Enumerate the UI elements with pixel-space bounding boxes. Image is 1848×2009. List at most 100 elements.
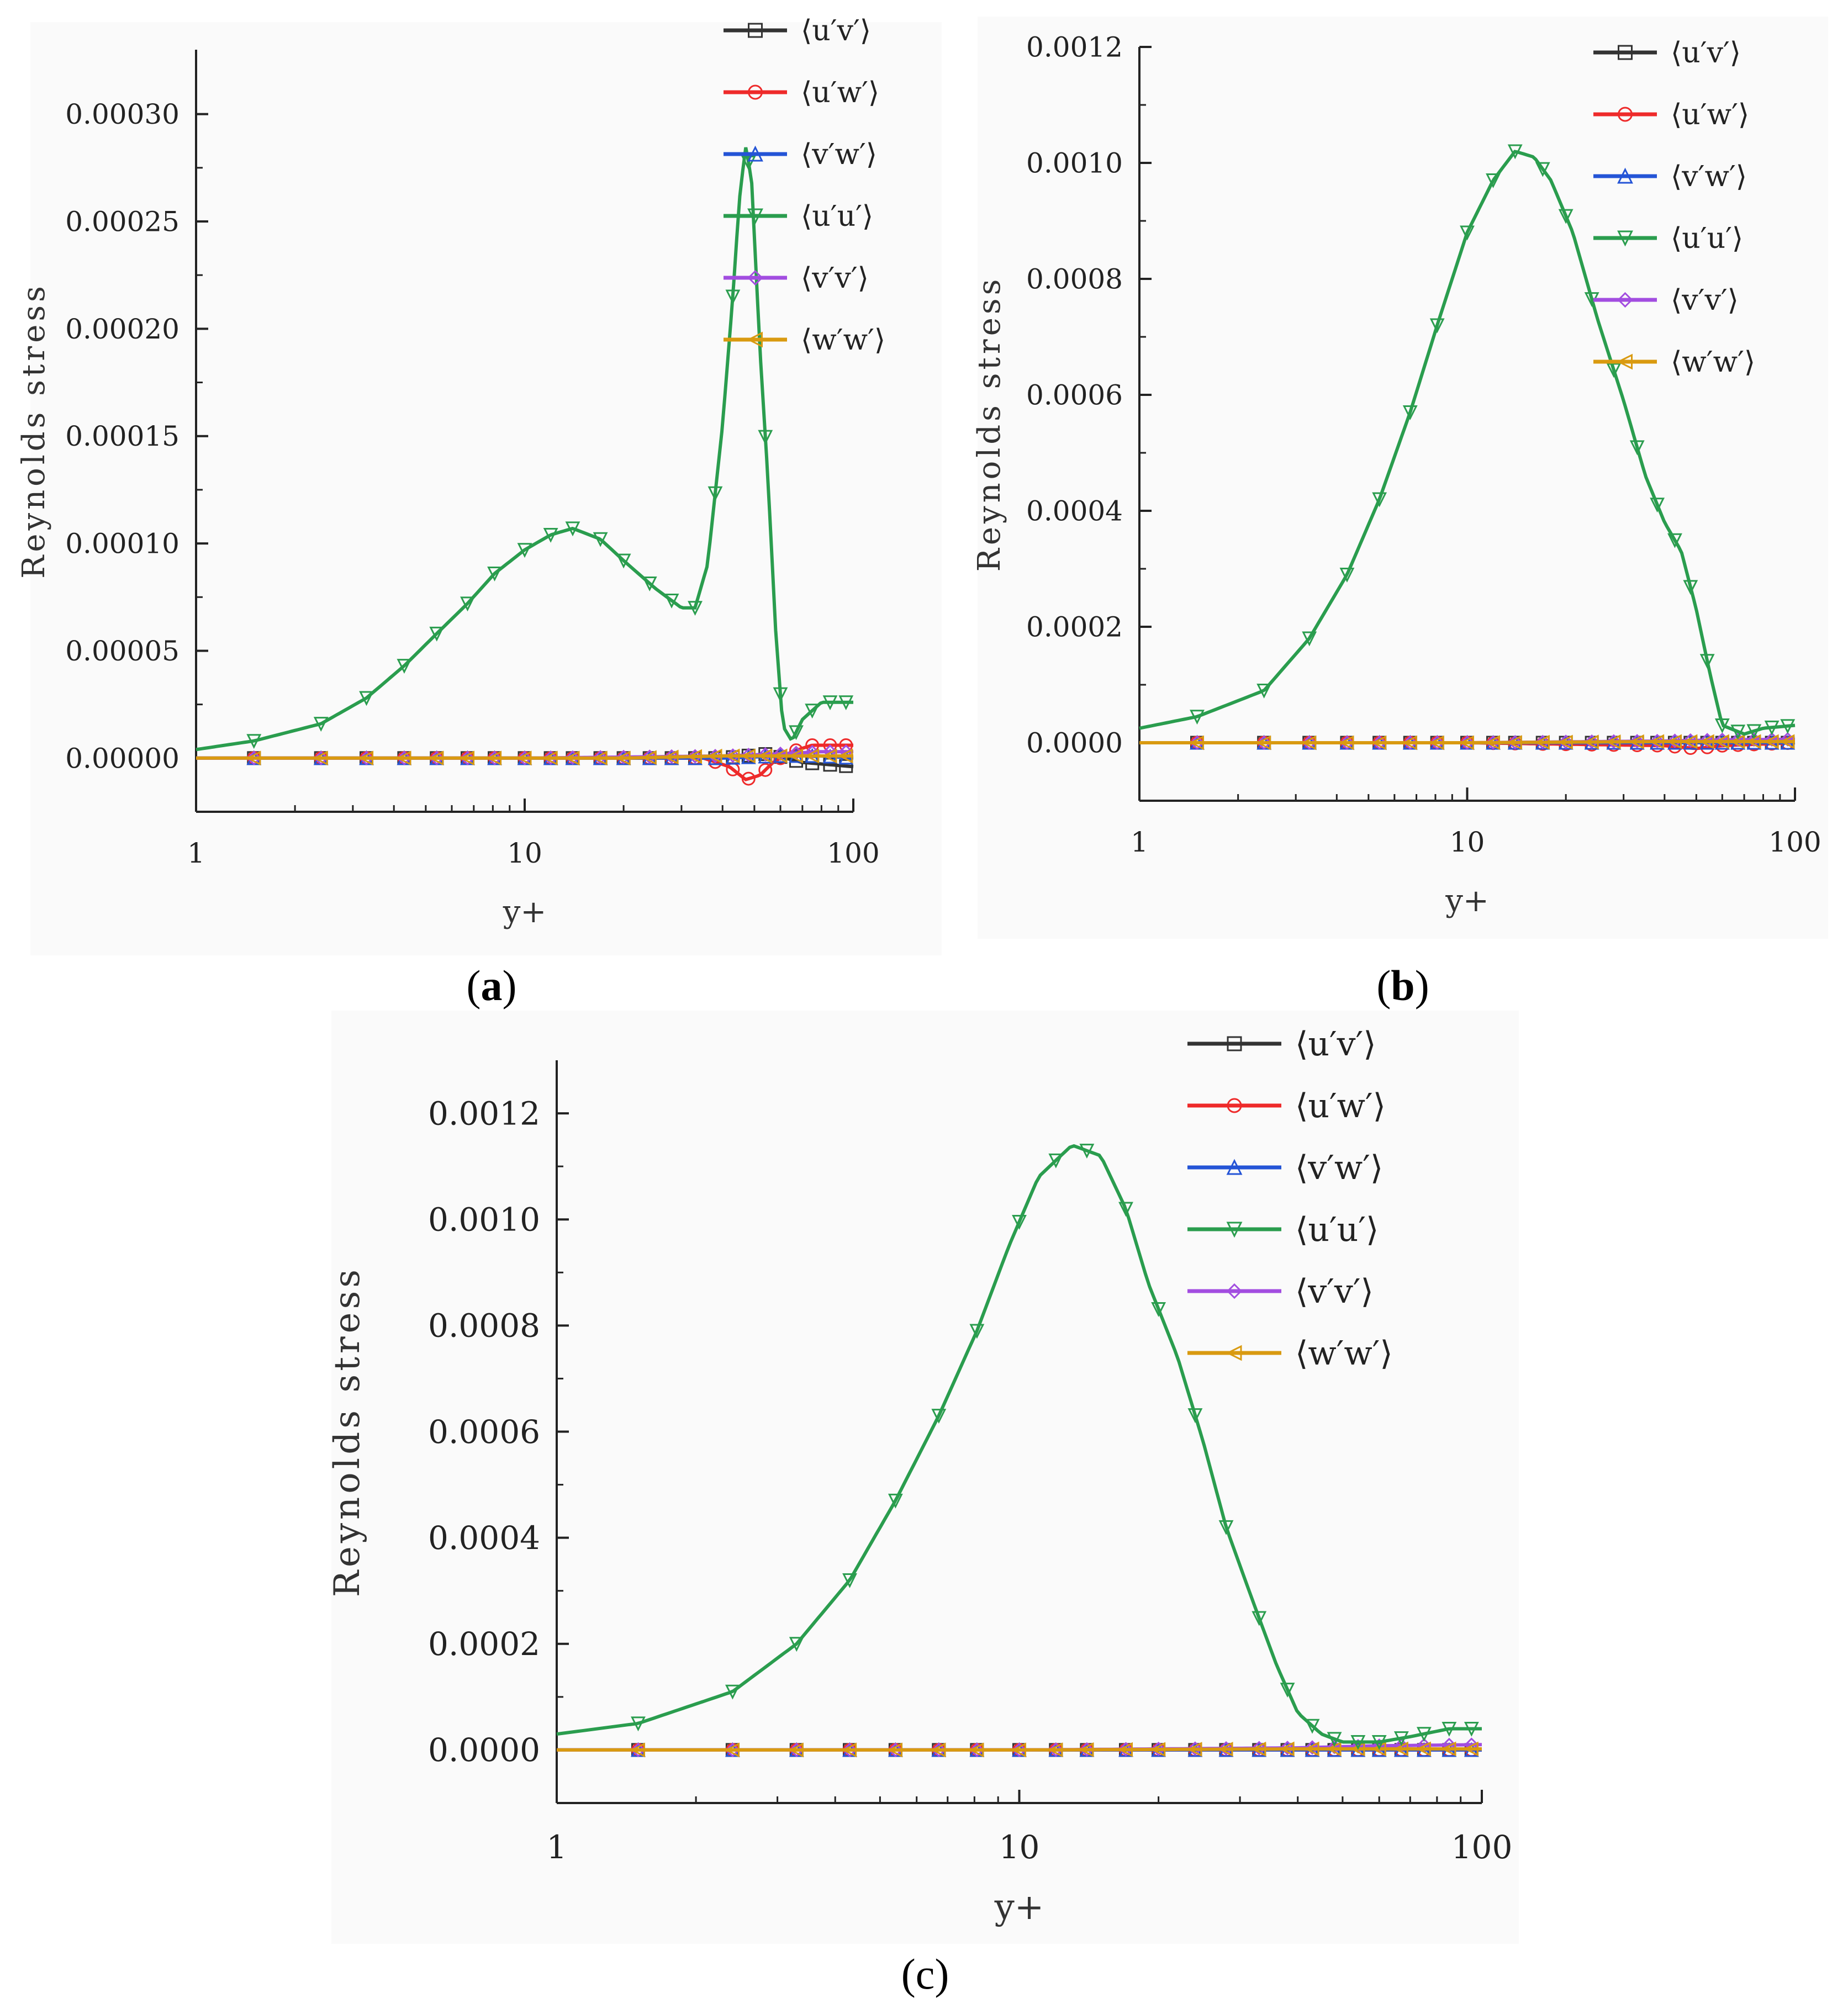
legend-entry-uw: ⟨u′w′⟩ bbox=[1187, 1087, 1386, 1125]
data-point-uu bbox=[1764, 720, 1780, 736]
legend-entry-ww: ⟨w′w′⟩ bbox=[724, 324, 885, 357]
data-point-ww bbox=[641, 750, 657, 765]
x-tick-label: 10 bbox=[507, 837, 542, 869]
data-point-ww bbox=[707, 748, 722, 764]
data-point-ww bbox=[931, 1742, 946, 1758]
data-point-ww bbox=[1463, 1741, 1479, 1757]
legend-entry-ww: ⟨w′w′⟩ bbox=[1593, 346, 1755, 379]
data-point-vv bbox=[642, 749, 657, 764]
y-tick-label: 0.0008 bbox=[1026, 263, 1123, 295]
data-point-uu bbox=[1187, 1408, 1203, 1423]
legend-label-vw: ⟨v′w′⟩ bbox=[1295, 1149, 1383, 1187]
legend-label-uu: ⟨u′u′⟩ bbox=[1671, 222, 1743, 255]
legend-marker-ww bbox=[747, 331, 763, 348]
legend-label-vv: ⟨v′v′⟩ bbox=[1671, 284, 1739, 317]
data-point-ww bbox=[1189, 735, 1205, 750]
data-point-uu bbox=[642, 576, 657, 591]
data-point-ww bbox=[969, 1742, 984, 1758]
data-point-vv bbox=[1187, 1741, 1203, 1756]
data-point-uw bbox=[758, 763, 773, 777]
legend-label-uu: ⟨u′u′⟩ bbox=[1295, 1210, 1379, 1249]
legend-marker-vw bbox=[747, 145, 763, 162]
data-point-vv bbox=[1650, 733, 1665, 749]
legend-entry-uw: ⟨u′w′⟩ bbox=[724, 76, 879, 109]
data-point-vv bbox=[1667, 733, 1682, 748]
data-point-ww bbox=[246, 750, 261, 766]
y-axis-label: Reynolds stress bbox=[16, 283, 52, 579]
data-point-ww bbox=[804, 748, 820, 764]
data-point-uu bbox=[1429, 318, 1445, 334]
data-point-uu bbox=[707, 486, 723, 501]
data-point-uu bbox=[1218, 1520, 1234, 1535]
y-tick-label: 0.0002 bbox=[428, 1625, 540, 1663]
legend-label-uv: ⟨u′v′⟩ bbox=[1295, 1025, 1376, 1064]
data-point-vv bbox=[1151, 1741, 1166, 1757]
legend-label-uv: ⟨u′v′⟩ bbox=[801, 14, 871, 47]
data-point-uu bbox=[593, 532, 608, 547]
data-point-ww bbox=[1256, 735, 1271, 750]
data-point-uu bbox=[460, 596, 475, 612]
legend-label-uu: ⟨u′u′⟩ bbox=[801, 200, 873, 233]
data-point-ww bbox=[740, 748, 756, 764]
data-point-vv bbox=[616, 749, 631, 764]
panel-b-background bbox=[978, 17, 1828, 939]
data-point-vv bbox=[1730, 732, 1745, 747]
data-point-ww bbox=[1583, 734, 1599, 750]
data-point-uu bbox=[1442, 1722, 1457, 1737]
y-tick-label: 0.0006 bbox=[1026, 379, 1123, 411]
legend-entry-uv: ⟨u′v′⟩ bbox=[1187, 1025, 1376, 1064]
legend-entry-uv: ⟨u′v′⟩ bbox=[724, 14, 871, 47]
data-point-ww bbox=[564, 750, 580, 766]
x-tick-label: 1 bbox=[187, 837, 205, 869]
data-point-vv bbox=[838, 744, 853, 759]
data-point-vv bbox=[487, 750, 502, 765]
series-ww bbox=[557, 1741, 1482, 1758]
data-point-vv bbox=[725, 748, 741, 763]
data-point-vv bbox=[314, 750, 329, 765]
y-tick-label: 0.0000 bbox=[1026, 727, 1123, 759]
y-axis-label: Reynolds stress bbox=[971, 276, 1007, 572]
y-tick-label: 0.0012 bbox=[1026, 31, 1123, 64]
panel-c-background bbox=[331, 1011, 1519, 1944]
data-point-uu bbox=[1629, 440, 1645, 456]
data-point-uu bbox=[313, 717, 329, 732]
series-ww bbox=[196, 748, 853, 766]
data-point-uu bbox=[1339, 568, 1355, 583]
data-point-ww bbox=[1649, 734, 1665, 749]
legend-marker-vw bbox=[1226, 1159, 1243, 1175]
caption-c: (c) bbox=[901, 1950, 949, 1998]
data-point-uu bbox=[842, 1573, 857, 1588]
data-point-vv bbox=[1190, 735, 1205, 750]
data-point-uu bbox=[725, 1684, 740, 1700]
data-point-vv bbox=[1585, 734, 1599, 749]
data-point-uu bbox=[888, 1493, 903, 1509]
data-point-uu bbox=[1402, 405, 1418, 420]
y-tick-label: 0.00030 bbox=[65, 98, 179, 130]
data-point-uu bbox=[1151, 1302, 1166, 1317]
y-tick-label: 0.00010 bbox=[65, 528, 179, 560]
legend-entry-vv: ⟨v′v′⟩ bbox=[1593, 284, 1739, 317]
data-point-uu bbox=[487, 567, 502, 581]
caption-a-letter: a bbox=[481, 961, 503, 1009]
y-tick-label: 0.0010 bbox=[1026, 147, 1123, 179]
series-line-uu bbox=[196, 147, 853, 752]
data-point-ww bbox=[788, 1742, 804, 1758]
data-point-uu bbox=[1393, 1731, 1409, 1746]
data-point-uu bbox=[773, 687, 788, 702]
data-point-vv bbox=[631, 1742, 646, 1758]
legend-label-uw: ⟨u′w′⟩ bbox=[1295, 1087, 1386, 1125]
data-point-ww bbox=[1429, 735, 1444, 750]
data-point-vv bbox=[1746, 732, 1761, 747]
data-point-uu bbox=[664, 593, 679, 609]
y-tick-label: 0.0002 bbox=[1026, 611, 1123, 643]
data-point-ww bbox=[1667, 734, 1682, 749]
data-point-vv bbox=[1715, 732, 1730, 747]
data-point-ww bbox=[1150, 1742, 1166, 1757]
x-axis-label: y+ bbox=[1445, 883, 1489, 919]
data-point-uu bbox=[1558, 209, 1574, 224]
legend-entry-vv: ⟨v′v′⟩ bbox=[1187, 1272, 1374, 1311]
legend-marker-ww bbox=[1617, 353, 1633, 370]
